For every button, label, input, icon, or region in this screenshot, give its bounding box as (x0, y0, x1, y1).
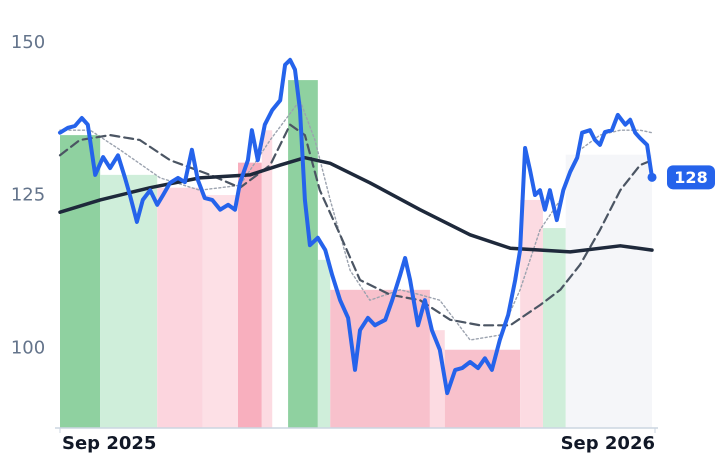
band (157, 187, 203, 428)
y-tick-label: 100 (11, 338, 45, 359)
last-value-pill (667, 165, 715, 190)
line (58, 123, 654, 327)
band (60, 135, 101, 428)
line (58, 155, 654, 254)
x-tick-label: Sep 2026 (561, 433, 655, 454)
band (565, 154, 653, 429)
band (261, 130, 273, 428)
band (317, 259, 331, 428)
last-point (647, 172, 657, 182)
line (58, 57, 654, 396)
band (520, 199, 543, 428)
y-tick-label: 125 (11, 185, 45, 206)
y-tick-label: 150 (11, 32, 45, 53)
band (238, 162, 262, 428)
band (542, 228, 566, 428)
band (202, 195, 239, 428)
band (100, 174, 158, 428)
last-value-label: 128 (674, 168, 707, 187)
x-tick-label: Sep 2025 (62, 433, 156, 454)
